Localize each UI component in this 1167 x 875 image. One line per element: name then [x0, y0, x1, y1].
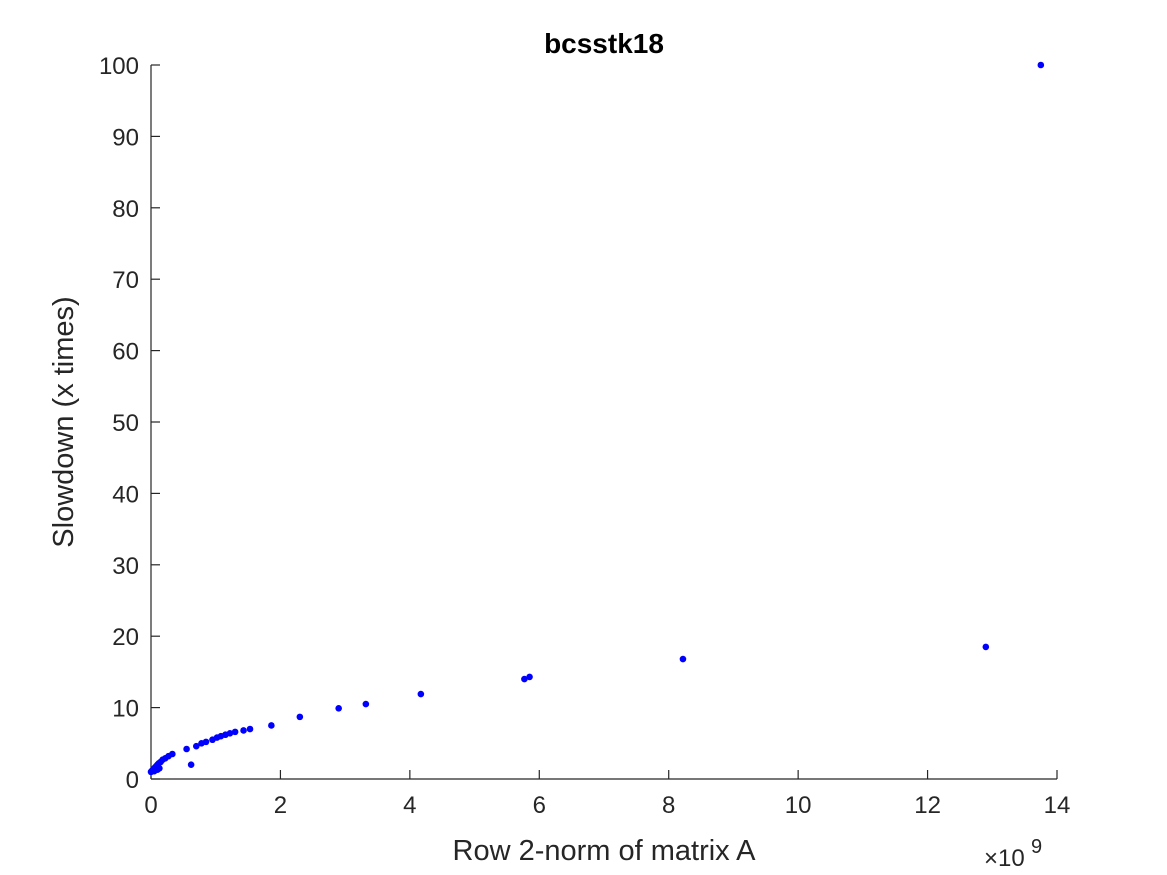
y-tick-label: 60	[112, 339, 139, 366]
chart-title: bcsstk18	[544, 28, 664, 59]
y-tick-label: 70	[112, 267, 139, 294]
y-tick-label: 90	[112, 124, 139, 151]
data-point	[169, 750, 176, 758]
data-point	[231, 728, 239, 736]
data-point	[526, 673, 533, 681]
data-points	[147, 61, 1045, 776]
data-point	[246, 725, 254, 733]
x-tick-label: 0	[144, 792, 157, 819]
y-ticks: 0 10 20 30 40 50 60 70 80 90 100	[99, 53, 160, 794]
y-tick-label: 10	[112, 696, 139, 723]
data-point	[268, 722, 275, 729]
axes	[150, 65, 1057, 780]
x-tick-label: 14	[1044, 792, 1071, 819]
x-ticks: 0 2 4 6 8 10 12 14	[144, 770, 1070, 819]
y-axis-title: Slowdown (x times)	[48, 296, 80, 547]
y-tick-label: 100	[99, 53, 139, 80]
data-point	[335, 705, 342, 712]
data-point	[183, 745, 190, 753]
y-tick-label: 40	[112, 481, 139, 508]
y-tick-label: 30	[112, 553, 139, 580]
x-axis-title: Row 2-norm of matrix A	[453, 835, 757, 867]
data-point	[521, 675, 528, 683]
x-tick-label: 8	[662, 792, 675, 819]
data-point	[202, 738, 210, 746]
data-point	[296, 713, 304, 721]
x-tick-label: 12	[914, 792, 941, 819]
data-point	[417, 690, 425, 698]
x-tick-label: 2	[274, 792, 287, 819]
x-tick-label: 6	[533, 792, 546, 819]
data-point	[679, 655, 687, 663]
data-point	[982, 643, 990, 651]
data-point	[1037, 61, 1045, 69]
y-tick-label: 20	[112, 624, 139, 651]
data-point	[193, 742, 200, 750]
x-tick-label: 4	[403, 792, 416, 819]
y-tick-label: 80	[112, 196, 139, 223]
data-point	[156, 764, 163, 772]
x-tick-label: 10	[785, 792, 812, 819]
x-multiplier: ×10 9	[984, 836, 1042, 872]
x-multiplier-exponent: 9	[1031, 836, 1042, 858]
y-tick-label: 50	[112, 410, 139, 437]
data-point	[240, 727, 247, 734]
data-point	[187, 761, 195, 769]
data-point	[362, 700, 370, 708]
y-tick-label: 0	[126, 767, 139, 794]
data-point	[226, 730, 234, 737]
x-multiplier-base: ×10	[984, 845, 1025, 872]
